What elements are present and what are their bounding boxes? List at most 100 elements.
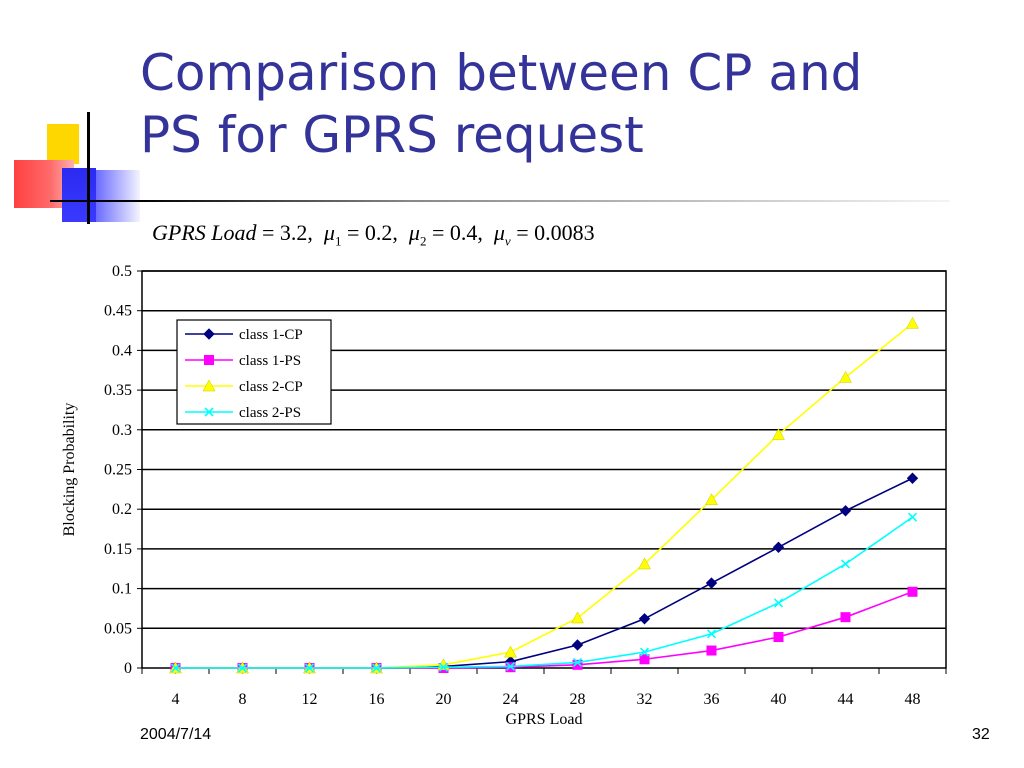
y-tick-label: 0.15 [104, 541, 132, 558]
x-tick-label: 48 [905, 691, 921, 708]
decor-yellow-square [47, 124, 79, 164]
data-point [438, 662, 449, 672]
footer-date: 2004/7/14 [140, 726, 212, 743]
marker-stroke [572, 657, 583, 668]
x-tick-label: 12 [302, 691, 318, 708]
data-point [706, 645, 717, 656]
marker-stroke [237, 663, 248, 673]
data-point [840, 559, 851, 569]
y-tick-label: 0.35 [104, 382, 132, 399]
data-point [705, 493, 718, 505]
y-tick-label: 0.4 [112, 342, 132, 359]
x-tick-label: 28 [570, 691, 586, 708]
data-point [907, 512, 918, 522]
marker-stroke [438, 662, 449, 672]
y-tick-label: 0.45 [104, 303, 132, 320]
data-point [505, 661, 516, 671]
data-point [706, 629, 717, 639]
data-point [907, 586, 918, 597]
legend-item: class 1-PS [185, 353, 301, 369]
marker-stroke [170, 663, 181, 673]
legend-item: class 2-CP [185, 379, 303, 395]
data-point [571, 611, 584, 624]
data-point [639, 654, 650, 665]
y-tick-label: 0.25 [104, 462, 132, 479]
decor-blue-block [62, 168, 96, 222]
data-point [839, 505, 852, 517]
title-line-1: Comparison between CP and [140, 44, 863, 102]
y-tick-label: 0.2 [112, 501, 132, 518]
marker-stroke [907, 512, 918, 522]
legend-label: class 2-PS [239, 405, 301, 421]
y-tick-label: 0.05 [104, 620, 132, 637]
marker-stroke [639, 647, 650, 657]
x-tick-label: 40 [771, 691, 787, 708]
marker-stroke [505, 661, 516, 671]
slide-title: Comparison between CP and PS for GPRS re… [140, 42, 862, 166]
title-line-2: PS for GPRS request [140, 106, 644, 164]
series-class-2-ps [170, 512, 918, 673]
formula-mu1-value: 0.2 [364, 220, 393, 245]
data-point [705, 577, 718, 589]
data-point [773, 598, 784, 608]
marker-stroke [773, 598, 784, 608]
data-point [371, 663, 382, 673]
y-tick-label: 0.1 [112, 581, 132, 598]
x-tick-label: 8 [239, 691, 247, 708]
x-tick-label: 4 [172, 691, 180, 708]
data-point [571, 639, 584, 651]
data-point [170, 663, 181, 673]
data-point [237, 663, 248, 673]
data-point [504, 645, 517, 658]
x-tick-label: 16 [369, 691, 385, 708]
decor-vertical-line [87, 112, 90, 224]
legend-item: class 1-CP [185, 327, 303, 343]
formula-muv-value: 0.0083 [534, 220, 595, 245]
x-tick-label: 20 [436, 691, 452, 708]
legend-marker [204, 355, 214, 365]
marker-stroke [204, 407, 214, 417]
legend-label: class 1-CP [239, 327, 303, 343]
y-tick-label: 0.5 [112, 263, 132, 280]
decor-blue-fade [96, 170, 140, 222]
series-line [175, 516, 913, 669]
data-point [638, 557, 651, 570]
data-point [639, 647, 650, 657]
formula-load-label: GPRS Load [152, 220, 257, 245]
legend-marker [203, 328, 215, 340]
data-point [304, 663, 315, 673]
data-point [773, 632, 784, 643]
formula-mu2-value: 0.4 [449, 220, 478, 245]
data-point [840, 612, 851, 623]
formula-load-value: 3.2 [279, 220, 308, 245]
legend-marker [202, 379, 216, 392]
chart-series [169, 316, 919, 674]
y-tick-label: 0.3 [112, 422, 132, 439]
parameter-formula: GPRS Load = 3.2, μ1 = 0.2, μ2 = 0.4, μv … [152, 220, 595, 249]
legend-marker [204, 407, 214, 417]
legend-box [176, 319, 332, 425]
data-point [772, 428, 785, 440]
y-tick-label: 0 [124, 660, 132, 677]
data-point [638, 613, 651, 625]
data-point [906, 472, 919, 484]
chart-legend: class 1-CP class 1-PS class 2-CP class 2-PS [176, 319, 332, 425]
page-number: 32 [972, 726, 990, 743]
marker-stroke [304, 663, 315, 673]
marker-stroke [371, 663, 382, 673]
data-point [839, 370, 852, 383]
x-tick-label: 24 [503, 691, 519, 708]
x-tick-label: 36 [704, 691, 720, 708]
marker-stroke [840, 559, 851, 569]
x-tick-label: 44 [838, 691, 854, 708]
data-point [906, 316, 919, 329]
chart-axes: 00.050.10.150.20.250.30.350.40.450.54 8 12… [61, 263, 947, 728]
x-axis-label: GPRS Load [506, 711, 583, 728]
marker-stroke [706, 629, 717, 639]
legend-label: class 1-PS [239, 353, 301, 369]
y-axis-label: Blocking Probability [61, 403, 78, 537]
data-point [772, 541, 785, 554]
data-point [572, 659, 583, 670]
x-tick-label: 32 [637, 691, 653, 708]
